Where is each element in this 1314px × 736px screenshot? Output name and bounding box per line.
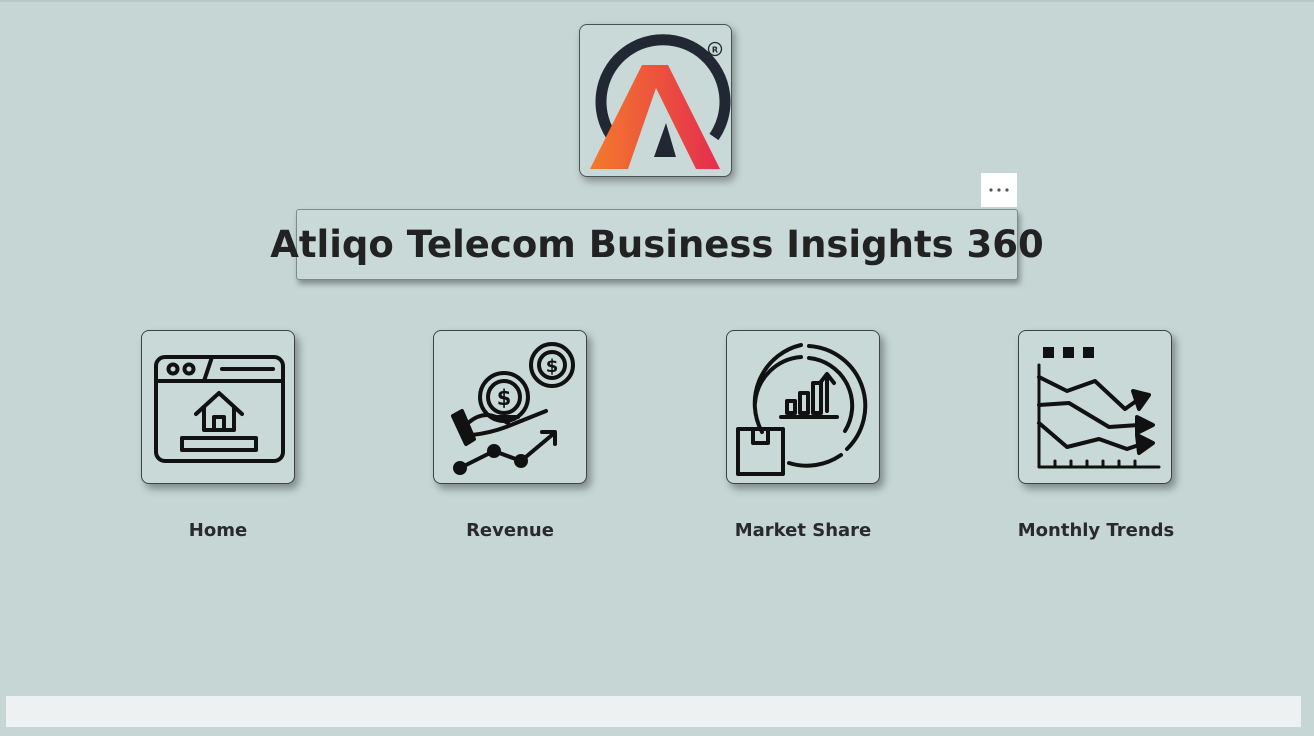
svg-text:$: $ (546, 356, 559, 377)
nav-card-monthly-trends[interactable] (1018, 330, 1172, 484)
revenue-hand-coins-icon: $ $ (451, 342, 575, 475)
market-share-chart-icon (736, 343, 868, 476)
bottom-status-bar (6, 696, 1301, 727)
top-divider (0, 0, 1314, 2)
nav-card-home[interactable] (141, 330, 295, 484)
ellipsis-icon (989, 188, 1009, 192)
page-title: Atliqo Telecom Business Insights 360 (270, 223, 1044, 266)
nav-label-monthly-trends[interactable]: Monthly Trends (1017, 520, 1175, 541)
more-options-button[interactable] (981, 173, 1017, 207)
nav-card-revenue[interactable]: $ $ (433, 330, 587, 484)
nav-label-revenue[interactable]: Revenue (466, 520, 554, 541)
home-webpage-icon (154, 355, 285, 463)
nav-label-market-share[interactable]: Market Share (734, 520, 872, 541)
nav-card-market-share[interactable] (726, 330, 880, 484)
title-box: Atliqo Telecom Business Insights 360 (270, 209, 1044, 280)
logo-card: R (579, 24, 732, 177)
svg-text:R: R (712, 46, 718, 55)
monthly-trends-line-chart-icon (1037, 347, 1161, 469)
svg-text:$: $ (497, 386, 512, 410)
nav-label-home[interactable]: Home (188, 520, 248, 541)
atliqo-logo-icon: R (590, 34, 731, 169)
